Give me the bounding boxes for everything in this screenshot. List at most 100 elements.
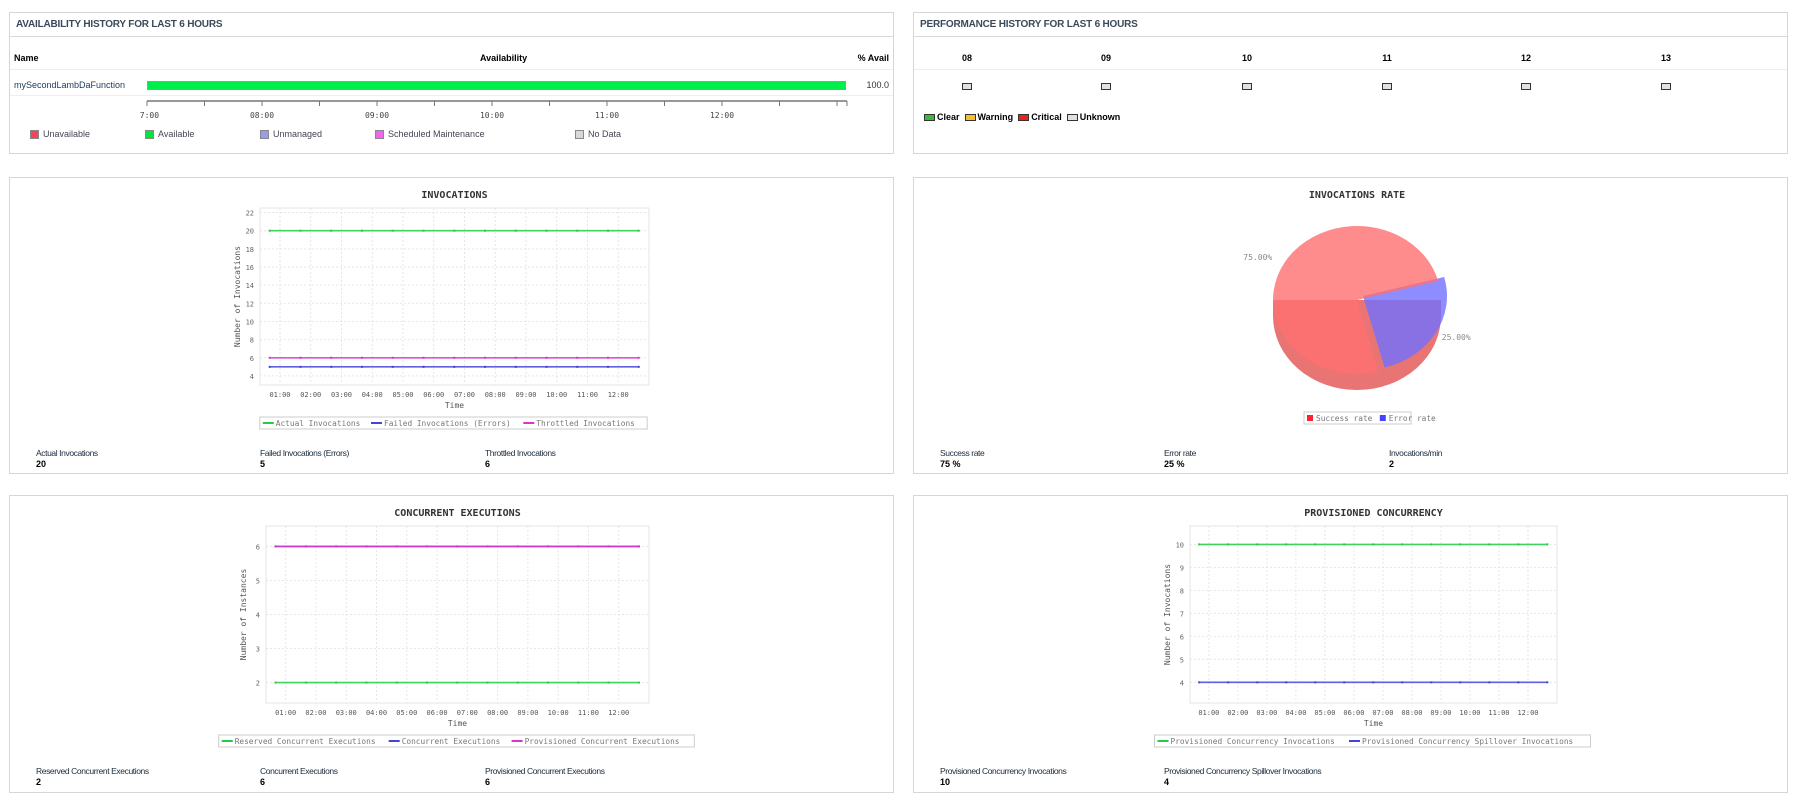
- data-point: [274, 681, 277, 684]
- legend-label: No Data: [588, 129, 622, 139]
- metric-provisioned-concurrency-spillover-invocations: Provisioned Concurrency Spillover Invoca…: [1164, 766, 1322, 787]
- availability-time-axis: 07:00 08:00 09:00 10:00 11:00 12:00: [140, 100, 848, 120]
- data-point: [483, 229, 486, 232]
- data-point: [453, 365, 456, 368]
- column-availability: Availability: [480, 53, 528, 63]
- data-point: [274, 545, 277, 548]
- status-unknown-icon[interactable]: [1382, 83, 1392, 90]
- invocations-chart: INVOCATIONS 4 6 8 10 12 14 16 18 20 22 01:00 02:00 03…: [233, 190, 650, 430]
- chart-legend: Reserved Concurrent Executions Concurrent…: [218, 734, 695, 748]
- metric-label: Provisioned Concurrency Invocations: [940, 766, 1067, 776]
- legend-label: Concurrent Executions: [402, 737, 501, 746]
- metric-value: 25 %: [1164, 459, 1185, 469]
- metric-label: Actual Invocations: [36, 448, 98, 458]
- x-tick-label: 11:00: [578, 709, 599, 717]
- status-unknown-icon[interactable]: [1242, 83, 1252, 90]
- data-point: [607, 545, 610, 548]
- chart-title: PROVISIONED CONCURRENCY: [1304, 508, 1442, 519]
- metric-provisioned-concurrent-executions: Provisioned Concurrent Executions 6: [485, 766, 605, 787]
- x-tick-label: 10:00: [1459, 709, 1480, 717]
- plot-area: [1189, 525, 1558, 704]
- data-point: [1227, 543, 1230, 546]
- monitor-name-link[interactable]: mySecondLambDaFunction: [14, 80, 126, 90]
- metric-value: 4: [1164, 777, 1170, 787]
- legend-label: Available: [158, 129, 195, 139]
- status-unknown-icon[interactable]: [962, 83, 972, 90]
- x-tick-label: 07:00: [454, 391, 475, 399]
- legend-label: Unmanaged: [273, 129, 323, 139]
- x-tick-label: 02:00: [1227, 709, 1248, 717]
- data-point: [304, 545, 307, 548]
- data-point: [453, 229, 456, 232]
- hour-header: 12: [1520, 53, 1531, 63]
- legend-swatch: [1307, 415, 1313, 421]
- y-tick-label: 18: [246, 246, 254, 254]
- data-point: [360, 365, 363, 368]
- data-point: [365, 545, 368, 548]
- data-point: [483, 365, 486, 368]
- pie-data-label: 25.00%: [1442, 333, 1471, 342]
- metric-value: 5: [260, 459, 266, 469]
- metric-label: Invocations/min: [1389, 448, 1443, 458]
- x-tick-label: 03:00: [1256, 709, 1277, 717]
- chart-legend: Success rate Error rate: [1303, 411, 1436, 425]
- metric-error-rate: Error rate 25 %: [1164, 448, 1196, 469]
- data-point: [1314, 681, 1317, 684]
- chart-legend: Actual Invocations Failed Invocations (Er…: [259, 416, 648, 430]
- performance-title: PERFORMANCE HISTORY FOR LAST 6 HOURS: [914, 13, 1787, 37]
- data-point: [1285, 681, 1288, 684]
- data-point: [1285, 543, 1288, 546]
- status-unknown-icon[interactable]: [1101, 83, 1111, 90]
- legend-label: Warning: [977, 112, 1014, 122]
- legend-swatch: [1379, 415, 1386, 421]
- legend-label: Provisioned Concurrency Spillover Invoca…: [1362, 737, 1573, 746]
- metric-label: Throttled Invocations: [485, 448, 556, 458]
- x-tick-label: 10:00: [546, 391, 567, 399]
- column-name: Name: [14, 53, 39, 63]
- data-point: [360, 356, 363, 359]
- data-point: [637, 545, 640, 548]
- data-point: [637, 229, 640, 232]
- data-point: [422, 356, 425, 359]
- performance-legend: Clear Warning Critical Unknown: [924, 112, 1125, 122]
- data-point: [1256, 543, 1259, 546]
- status-unknown-icon[interactable]: [1661, 83, 1671, 90]
- x-tick-label: 09:00: [515, 391, 536, 399]
- data-point: [1546, 543, 1549, 546]
- status-unknown-icon[interactable]: [1521, 83, 1531, 90]
- y-tick-label: 6: [256, 543, 260, 551]
- axis-label: 09:00: [365, 111, 389, 120]
- x-tick-label: 01:00: [269, 391, 290, 399]
- availability-panel: AVAILABILITY HISTORY FOR LAST 6 HOURS Na…: [9, 12, 894, 154]
- metric-value: 75 %: [940, 459, 961, 469]
- data-point: [304, 681, 307, 684]
- data-point: [1459, 681, 1462, 684]
- performance-panel: PERFORMANCE HISTORY FOR LAST 6 HOURS 08 0…: [913, 12, 1788, 154]
- x-tick-label: 06:00: [427, 709, 448, 717]
- metric-value: 20: [36, 459, 47, 469]
- legend-label: Error rate: [1389, 414, 1436, 423]
- data-point: [456, 681, 459, 684]
- legend-item-no-data: No Data: [575, 129, 622, 140]
- data-point: [637, 356, 640, 359]
- x-tick-label: 07:00: [1372, 709, 1393, 717]
- metric-value: 2: [36, 777, 42, 787]
- legend-swatch: [260, 130, 269, 140]
- legend-box: [1154, 734, 1591, 748]
- x-tick-label: 04:00: [366, 709, 387, 717]
- availability-bar[interactable]: [147, 81, 846, 90]
- y-tick-label: 9: [1180, 564, 1184, 572]
- legend-item-scheduled-maintenance: Scheduled Maintenance: [375, 129, 485, 140]
- data-point: [1401, 681, 1404, 684]
- legend-label: Critical: [1031, 112, 1062, 122]
- provisioned-concurrency-panel: PROVISIONED CONCURRENCY 4 5 6 7 8 9 10 01:00 02:0…: [913, 495, 1788, 793]
- x-axis-label: Time: [445, 401, 464, 410]
- metric-failed-invocations-errors-: Failed Invocations (Errors) 5: [260, 448, 349, 469]
- metric-provisioned-concurrency-invocations: Provisioned Concurrency Invocations 10: [940, 766, 1067, 787]
- y-tick-label: 7: [1180, 610, 1184, 618]
- data-point: [606, 356, 609, 359]
- legend-label: Reserved Concurrent Executions: [235, 737, 376, 746]
- y-tick-label: 22: [246, 210, 254, 218]
- metric-label: Provisioned Concurrency Spillover Invoca…: [1164, 766, 1322, 776]
- data-point: [391, 229, 394, 232]
